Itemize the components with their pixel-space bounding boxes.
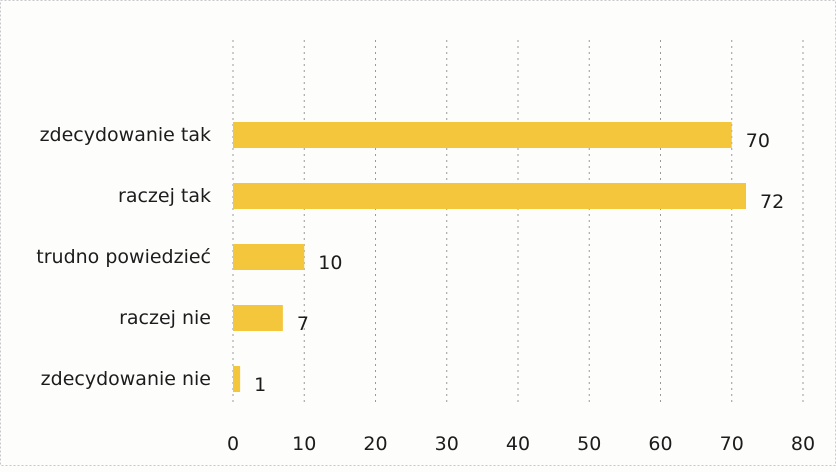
category-label: raczej tak — [118, 185, 211, 207]
category-label: zdecydowanie tak — [40, 124, 211, 146]
x-axis-ticks: 0 10 20 30 40 50 60 70 80 — [227, 433, 815, 455]
data-labels: 70 72 10 7 1 — [254, 130, 784, 396]
x-tick-label: 70 — [720, 433, 744, 455]
x-tick-label: 30 — [435, 433, 459, 455]
x-tick-label: 20 — [363, 433, 387, 455]
data-label: 10 — [318, 252, 342, 274]
bars — [233, 122, 746, 392]
data-label: 7 — [297, 313, 309, 335]
bar — [233, 183, 746, 209]
category-label: raczej nie — [119, 307, 211, 329]
category-label: trudno powiedzieć — [36, 246, 211, 268]
bar — [233, 122, 732, 148]
category-labels: zdecydowanie tak raczej tak trudno powiedz… — [36, 124, 211, 390]
bar — [233, 305, 283, 331]
x-tick-label: 60 — [648, 433, 672, 455]
x-tick-label: 50 — [577, 433, 601, 455]
x-tick-label: 80 — [791, 433, 815, 455]
gridlines — [232, 40, 804, 405]
bar — [233, 366, 241, 392]
x-tick-label: 40 — [506, 433, 530, 455]
data-label: 70 — [746, 130, 770, 152]
category-label: zdecydowanie nie — [41, 368, 211, 390]
x-tick-label: 10 — [292, 433, 316, 455]
bar — [233, 244, 305, 270]
data-label: 72 — [760, 191, 784, 213]
data-label: 1 — [254, 374, 266, 396]
x-tick-label: 0 — [227, 433, 239, 455]
